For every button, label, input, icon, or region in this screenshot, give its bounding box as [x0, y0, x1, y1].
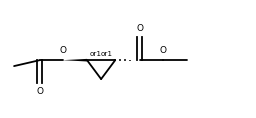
Text: O: O: [36, 87, 43, 96]
Text: O: O: [160, 46, 167, 55]
Polygon shape: [63, 59, 87, 61]
Text: or1: or1: [90, 51, 102, 57]
Text: O: O: [136, 24, 143, 33]
Text: O: O: [60, 46, 67, 55]
Text: or1: or1: [101, 51, 113, 57]
